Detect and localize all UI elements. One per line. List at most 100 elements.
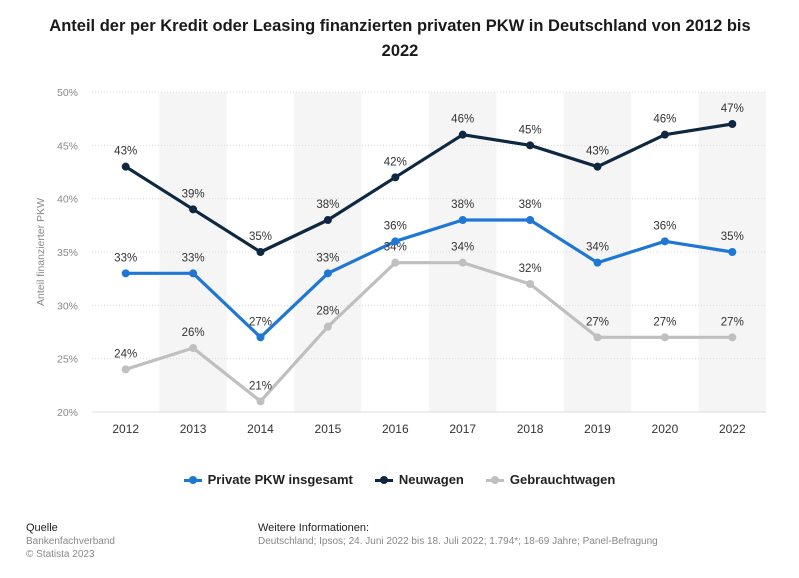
- data-point-private-pkw: [256, 333, 265, 342]
- data-point-gebrauchtwagen: [660, 333, 669, 342]
- data-label-neuwagen: 35%: [249, 231, 272, 243]
- data-point-private-pkw: [121, 269, 130, 278]
- legend-marker-private-pkw: [183, 475, 202, 485]
- data-label-neuwagen: 43%: [114, 146, 137, 158]
- y-tick-label: 40%: [57, 194, 78, 206]
- data-label-private-pkw: 33%: [316, 252, 339, 264]
- data-point-private-pkw: [391, 237, 400, 246]
- data-point-gebrauchtwagen: [323, 322, 332, 331]
- data-label-gebrauchtwagen: 21%: [249, 380, 272, 392]
- x-tick-label: 2014: [247, 422, 274, 436]
- data-label-gebrauchtwagen: 34%: [451, 242, 474, 254]
- data-point-gebrauchtwagen: [526, 280, 535, 288]
- data-label-gebrauchtwagen: 34%: [384, 242, 407, 254]
- data-point-neuwagen: [391, 173, 400, 182]
- y-tick-label: 20%: [57, 407, 78, 419]
- legend-item-gebrauchtwagen[interactable]: Gebrauchtwagen: [485, 472, 616, 487]
- data-label-private-pkw: 33%: [114, 252, 137, 264]
- data-label-gebrauchtwagen: 26%: [182, 327, 205, 339]
- legend-marker-neuwagen: [374, 475, 393, 485]
- legend-label-private-pkw: Private PKW insgesamt: [207, 472, 353, 487]
- info-block: Weitere Informationen: Deutschland; Ipso…: [258, 522, 658, 548]
- chart-title: Anteil der per Kredit oder Leasing finan…: [49, 17, 751, 60]
- legend: Private PKW insgesamt Neuwagen Gebraucht…: [0, 472, 799, 487]
- data-point-private-pkw: [593, 258, 602, 267]
- data-label-private-pkw: 38%: [451, 199, 474, 211]
- data-label-private-pkw: 33%: [182, 252, 205, 264]
- data-point-private-pkw: [728, 248, 737, 256]
- data-label-private-pkw: 38%: [519, 199, 542, 211]
- series-line-private-pkw: [124, 218, 734, 339]
- source-name[interactable]: Bankenfachverband: [26, 536, 115, 547]
- data-point-neuwagen: [660, 130, 669, 139]
- data-label-private-pkw: 36%: [384, 220, 407, 232]
- data-point-gebrauchtwagen: [189, 344, 198, 352]
- legend-dot-neuwagen: [379, 475, 388, 484]
- data-point-private-pkw: [458, 216, 467, 224]
- y-tick-label: 30%: [57, 300, 78, 312]
- data-label-gebrauchtwagen: 27%: [653, 316, 676, 328]
- data-point-neuwagen: [121, 162, 130, 171]
- legend-item-private-pkw[interactable]: Private PKW insgesamt: [183, 472, 353, 487]
- data-point-gebrauchtwagen: [593, 333, 602, 342]
- info-text: Deutschland; Ipsos; 24. Juni 2022 bis 18…: [258, 536, 658, 547]
- data-label-gebrauchtwagen: 24%: [114, 348, 137, 360]
- legend-label-neuwagen: Neuwagen: [398, 472, 464, 487]
- data-label-private-pkw: 27%: [249, 316, 272, 328]
- data-point-private-pkw: [323, 269, 332, 278]
- legend-item-neuwagen[interactable]: Neuwagen: [374, 472, 464, 487]
- data-point-gebrauchtwagen: [256, 397, 265, 406]
- data-label-gebrauchtwagen: 27%: [721, 316, 744, 328]
- legend-dot-private-pkw: [188, 475, 197, 484]
- x-tick-label: 2020: [652, 422, 679, 436]
- data-label-private-pkw: 35%: [721, 231, 744, 243]
- data-label-neuwagen: 47%: [721, 103, 744, 115]
- source-label: Quelle: [26, 522, 58, 534]
- data-label-neuwagen: 38%: [316, 199, 339, 211]
- data-point-gebrauchtwagen: [458, 258, 467, 267]
- copyright: © Statista 2023: [26, 549, 95, 560]
- x-tick-label: 2012: [112, 422, 139, 436]
- data-point-gebrauchtwagen: [391, 258, 400, 267]
- data-label-neuwagen: 46%: [653, 114, 676, 126]
- data-point-private-pkw: [189, 269, 198, 278]
- data-label-neuwagen: 45%: [519, 124, 542, 136]
- data-point-gebrauchtwagen: [121, 365, 130, 374]
- y-axis-title: Anteil finanzierter PKW: [35, 198, 47, 306]
- x-tick-label: 2019: [584, 422, 611, 436]
- legend-marker-gebrauchtwagen: [485, 475, 504, 485]
- data-label-gebrauchtwagen: 27%: [586, 316, 609, 328]
- data-point-neuwagen: [323, 216, 332, 224]
- data-label-neuwagen: 46%: [451, 114, 474, 126]
- data-point-neuwagen: [458, 130, 467, 139]
- line-chart: 20% 25% 30% 35% 40% 45% 50% Anteil finanzierter…: [35, 87, 766, 436]
- data-label-neuwagen: 43%: [586, 146, 609, 158]
- data-label-gebrauchtwagen: 32%: [519, 263, 542, 275]
- x-tick-label: 2015: [315, 422, 342, 436]
- data-point-neuwagen: [256, 248, 265, 256]
- x-tick-label: 2013: [180, 422, 207, 436]
- data-point-neuwagen: [728, 120, 737, 128]
- data-label-neuwagen: 42%: [384, 156, 407, 168]
- source-block: Quelle Bankenfachverband © Statista 2023: [26, 522, 115, 561]
- x-tick-label: 2022: [719, 422, 746, 436]
- x-tick-label: 2018: [517, 422, 544, 436]
- info-label: Weitere Informationen:: [258, 522, 370, 534]
- data-label-private-pkw: 36%: [653, 220, 676, 232]
- y-tick-label: 35%: [57, 247, 78, 259]
- data-label-private-pkw: 34%: [586, 242, 609, 254]
- y-tick-label: 50%: [57, 87, 78, 99]
- legend-label-gebrauchtwagen: Gebrauchtwagen: [509, 472, 616, 487]
- data-label-gebrauchtwagen: 28%: [316, 306, 339, 318]
- y-tick-label: 25%: [57, 354, 78, 366]
- series-line-gebrauchtwagen: [124, 261, 734, 403]
- data-point-neuwagen: [189, 205, 198, 214]
- x-tick-label: 2016: [382, 422, 409, 436]
- series-line-neuwagen: [124, 122, 734, 254]
- legend-dot-gebrauchtwagen: [490, 475, 499, 484]
- x-tick-label: 2017: [449, 422, 476, 436]
- y-tick-label: 45%: [57, 140, 78, 152]
- data-point-neuwagen: [593, 162, 602, 171]
- data-label-neuwagen: 39%: [182, 188, 205, 200]
- data-point-private-pkw: [526, 216, 535, 224]
